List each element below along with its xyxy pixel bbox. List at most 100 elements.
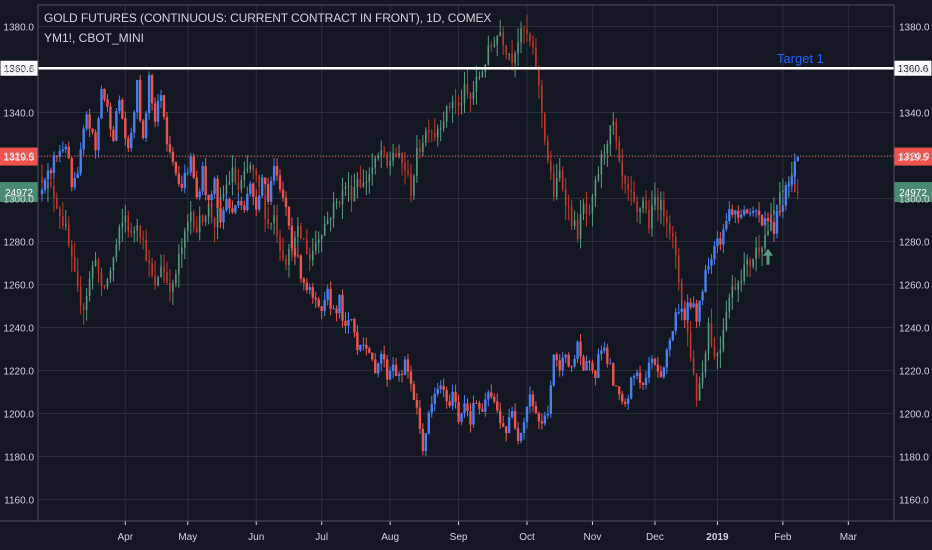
- gold-candle-body: [192, 156, 195, 178]
- ym-candle-body: [463, 84, 466, 104]
- ym-candle-body: [276, 215, 278, 236]
- ym-candle-body: [707, 322, 710, 354]
- gold-candle-body: [43, 179, 47, 190]
- gold-candle-body: [677, 312, 680, 314]
- ym-candle-body: [425, 130, 427, 143]
- ym-candle-body: [291, 249, 293, 258]
- gold-candle-body: [501, 423, 505, 427]
- gold-candle-body: [311, 287, 314, 298]
- y-tick-label-left: 1340.0: [3, 109, 34, 120]
- ym-candle-body: [207, 203, 210, 217]
- ym-candle-body: [439, 128, 442, 130]
- ym-candle-body: [154, 275, 156, 285]
- ym-candle-body: [627, 183, 629, 190]
- gold-candle-body: [769, 221, 773, 223]
- ym-candle-body: [67, 224, 70, 245]
- gold-candle-body: [716, 238, 719, 247]
- x-tick-label: Apr: [118, 532, 134, 543]
- gold-candle-body: [621, 394, 624, 402]
- ym-candle-body: [487, 45, 490, 65]
- ym-candle-body: [303, 238, 305, 240]
- gold-candle-body: [91, 128, 94, 133]
- ym-candle-body: [100, 272, 103, 287]
- ym-candle-body: [686, 314, 689, 333]
- ym-candle-body: [433, 132, 436, 138]
- gold-candle-body: [177, 173, 181, 184]
- gold-candle-body: [385, 359, 389, 380]
- y-tick-label-left: 1380.0: [3, 23, 34, 34]
- ym-candle-body: [329, 218, 332, 221]
- ym-candle-body: [377, 155, 380, 159]
- gold-candle-body: [127, 138, 130, 149]
- y-tick-label-right: 1160.0: [899, 496, 929, 507]
- gold-candle-body: [320, 306, 323, 311]
- gold-candle-body: [118, 99, 121, 112]
- ym-candle-body: [133, 230, 136, 233]
- ym-candle-body: [416, 148, 418, 176]
- x-tick-label: 2019: [706, 532, 729, 543]
- ym-candle-body: [356, 179, 359, 188]
- ym-candle-body: [419, 148, 421, 153]
- ym-candle-body: [88, 278, 91, 297]
- ym-candle-body: [85, 296, 88, 310]
- ym-candle-body: [779, 192, 781, 205]
- gold-candle-body: [454, 391, 457, 402]
- ym-candle-body: [255, 170, 258, 176]
- ym-candle-body: [666, 216, 668, 224]
- ym-candle-body: [73, 256, 76, 272]
- gold-candle-body: [94, 132, 97, 151]
- gold-candle-body: [252, 183, 255, 198]
- gold-candle-body: [183, 172, 187, 188]
- gold-candle-body: [781, 205, 785, 212]
- gold-candle-body: [240, 200, 243, 206]
- ym-candle-body: [192, 212, 195, 228]
- y-tick-label-right: 1240.0: [899, 324, 930, 335]
- ym-candle-body: [746, 259, 748, 265]
- gold-candle-body: [67, 146, 70, 159]
- gold-candle-body: [754, 210, 758, 212]
- ym-candle-body: [612, 121, 615, 126]
- ym-candle-body: [710, 322, 713, 346]
- x-tick-label: Jul: [315, 532, 328, 543]
- ym-candle-body: [469, 93, 472, 100]
- gold-candle-body: [397, 373, 401, 376]
- ym-candle-body: [359, 179, 362, 187]
- gold-candle-body: [305, 282, 309, 290]
- ym-candle-body: [166, 272, 168, 283]
- ym-candle-body: [547, 140, 549, 161]
- ym-candle-body: [195, 227, 198, 233]
- ym-candle-body: [362, 182, 365, 187]
- ym-candle-body: [669, 223, 671, 233]
- ym-candle-body: [579, 213, 582, 239]
- gold-candle-body: [689, 302, 692, 308]
- ym-candle-body: [505, 45, 507, 55]
- gold-candle-body: [766, 218, 770, 222]
- gold-candle-body: [130, 132, 133, 149]
- ym-candle-body: [332, 202, 335, 219]
- ym-candle-body: [680, 281, 683, 302]
- gold-candle-body: [371, 352, 374, 360]
- ym-candle-body: [564, 188, 567, 206]
- ym-candle-body: [109, 270, 112, 280]
- gold-candle-body: [287, 207, 291, 226]
- gold-candle-body: [70, 158, 73, 188]
- ym-candle-body: [371, 167, 374, 174]
- gold-candle-body: [528, 394, 532, 407]
- gold-candle-body: [561, 357, 564, 371]
- ym-candle-body: [472, 91, 475, 100]
- ym-candle-body: [451, 101, 454, 108]
- ym-candle-body: [70, 244, 73, 257]
- gold-candle-body: [144, 113, 148, 138]
- price-overlays: 1360.6 1360.6 1319.5 1319.5 24972 24972 Target…: [0, 51, 932, 265]
- gold-candle-body: [731, 209, 734, 215]
- gold-candle-body: [299, 255, 303, 279]
- gold-candle-body: [195, 177, 198, 198]
- gold-candle-body: [165, 117, 169, 145]
- ym-candle-body: [457, 102, 460, 106]
- gold-candle-body: [567, 354, 570, 367]
- gold-candle-body: [763, 218, 767, 226]
- ym-candle-body: [395, 153, 397, 157]
- gold-candle-body: [644, 377, 648, 386]
- gold-candle-body: [421, 428, 425, 451]
- ym-candle-body: [692, 357, 695, 374]
